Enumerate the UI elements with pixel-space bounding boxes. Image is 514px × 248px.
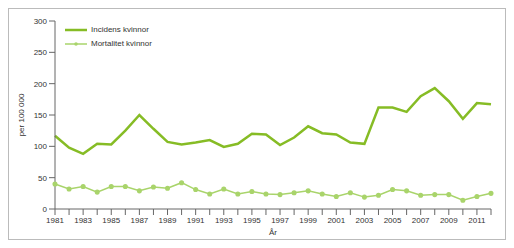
svg-text:1983: 1983: [74, 216, 92, 225]
svg-text:200: 200: [34, 80, 48, 89]
svg-text:2005: 2005: [384, 216, 402, 225]
svg-text:1997: 1997: [271, 216, 289, 225]
svg-text:2003: 2003: [356, 216, 374, 225]
svg-text:2001: 2001: [327, 216, 345, 225]
svg-text:2011: 2011: [468, 216, 486, 225]
svg-text:per 100 000: per 100 000: [17, 93, 26, 136]
svg-text:100: 100: [34, 142, 48, 151]
svg-text:50: 50: [38, 174, 47, 183]
svg-text:1999: 1999: [299, 216, 317, 225]
svg-text:150: 150: [34, 111, 48, 120]
svg-text:0: 0: [43, 205, 48, 214]
svg-text:1991: 1991: [187, 216, 205, 225]
html-text:Mortalitet kvinnor: Mortalitet kvinnor: [91, 39, 152, 48]
svg-text:År: År: [269, 228, 277, 237]
svg-text:250: 250: [34, 48, 48, 57]
svg-text:300: 300: [34, 17, 48, 26]
svg-text:1981: 1981: [46, 216, 64, 225]
svg-text:1995: 1995: [243, 216, 261, 225]
svg-text:2009: 2009: [440, 216, 458, 225]
svg-text:1989: 1989: [159, 216, 177, 225]
svg-text:2007: 2007: [412, 216, 430, 225]
svg-text:1985: 1985: [102, 216, 120, 225]
svg-text:1993: 1993: [215, 216, 233, 225]
svg-text:1987: 1987: [130, 216, 148, 225]
html-text:Incidens kvinnor: Incidens kvinnor: [91, 25, 149, 34]
